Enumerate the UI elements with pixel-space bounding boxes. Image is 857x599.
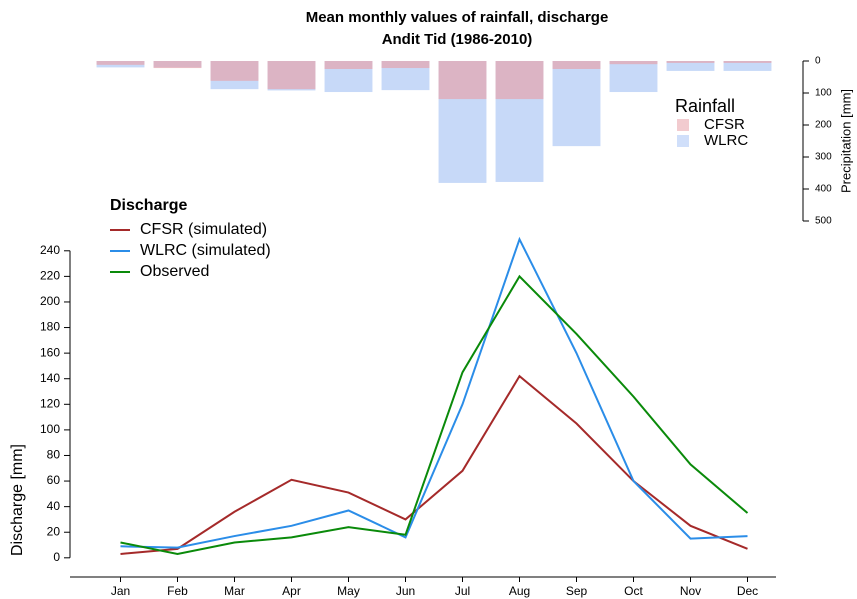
bar — [609, 61, 658, 93]
y-tick-label: 180 — [40, 320, 60, 334]
y-tick-label: 400 — [815, 184, 832, 195]
x-tick-label: Aug — [509, 584, 530, 598]
bar — [153, 61, 202, 69]
x-tick-label: Dec — [737, 584, 758, 598]
x-tick-label: Jan — [111, 584, 130, 598]
legend-label: WLRC — [704, 132, 748, 149]
chart-subtitle: Andit Tid (1986-2010) — [382, 31, 533, 48]
y-tick-label: 140 — [40, 371, 60, 385]
bar — [210, 61, 259, 81]
bar — [495, 61, 544, 100]
bar — [324, 61, 373, 69]
bar — [723, 61, 772, 71]
x-tick-label: May — [337, 584, 360, 598]
bar — [96, 61, 145, 65]
y-tick-label: 60 — [47, 473, 61, 487]
x-tick-label: Mar — [224, 584, 245, 598]
legend-label: WLRC (simulated) — [140, 242, 271, 259]
line-series — [120, 236, 748, 549]
y-tick-label: 200 — [815, 120, 832, 131]
bar — [267, 61, 316, 90]
x-tick-label: Feb — [167, 584, 188, 598]
line-series — [120, 374, 748, 555]
bar — [438, 61, 487, 100]
bar — [666, 61, 715, 63]
x-tick-label: Nov — [680, 584, 701, 598]
legend-title: Rainfall — [675, 96, 735, 116]
chart-title: Mean monthly values of rainfall, dischar… — [306, 9, 609, 26]
y-tick-label: 220 — [40, 269, 60, 283]
y-tick-label: 160 — [40, 345, 60, 359]
y-tick-label: 0 — [53, 550, 60, 564]
y-axis-label: Discharge [mm] — [9, 444, 26, 556]
legend-swatch — [677, 135, 689, 147]
bar — [552, 61, 601, 147]
y-tick-label: 240 — [40, 243, 60, 257]
y-tick-label: 200 — [40, 294, 60, 308]
y-tick-label: 80 — [47, 448, 61, 462]
legend-title: Discharge — [110, 197, 187, 214]
bar — [552, 61, 601, 69]
bar — [609, 61, 658, 65]
y-tick-label: 120 — [40, 396, 60, 410]
bar — [666, 61, 715, 71]
bar — [723, 61, 772, 63]
legend-label: CFSR (simulated) — [140, 221, 267, 238]
y-tick-label: 100 — [815, 88, 832, 99]
legend-label: CFSR — [704, 116, 745, 133]
x-tick-label: Apr — [282, 584, 301, 598]
y-tick-label: 300 — [815, 152, 832, 163]
bar — [381, 61, 430, 69]
legend-swatch — [677, 119, 689, 131]
line-series — [120, 274, 749, 555]
x-tick-label: Oct — [624, 584, 643, 598]
y-axis-label: Precipitation [mm] — [838, 89, 853, 193]
x-tick-label: Jun — [396, 584, 415, 598]
y-tick-label: 0 — [815, 56, 821, 67]
x-tick-label: Sep — [566, 584, 588, 598]
x-tick-label: Jul — [455, 584, 470, 598]
y-tick-label: 40 — [47, 499, 61, 513]
legend-label: Observed — [140, 263, 209, 280]
y-tick-label: 100 — [40, 422, 60, 436]
y-tick-label: 20 — [47, 524, 61, 538]
y-tick-label: 500 — [815, 216, 832, 227]
